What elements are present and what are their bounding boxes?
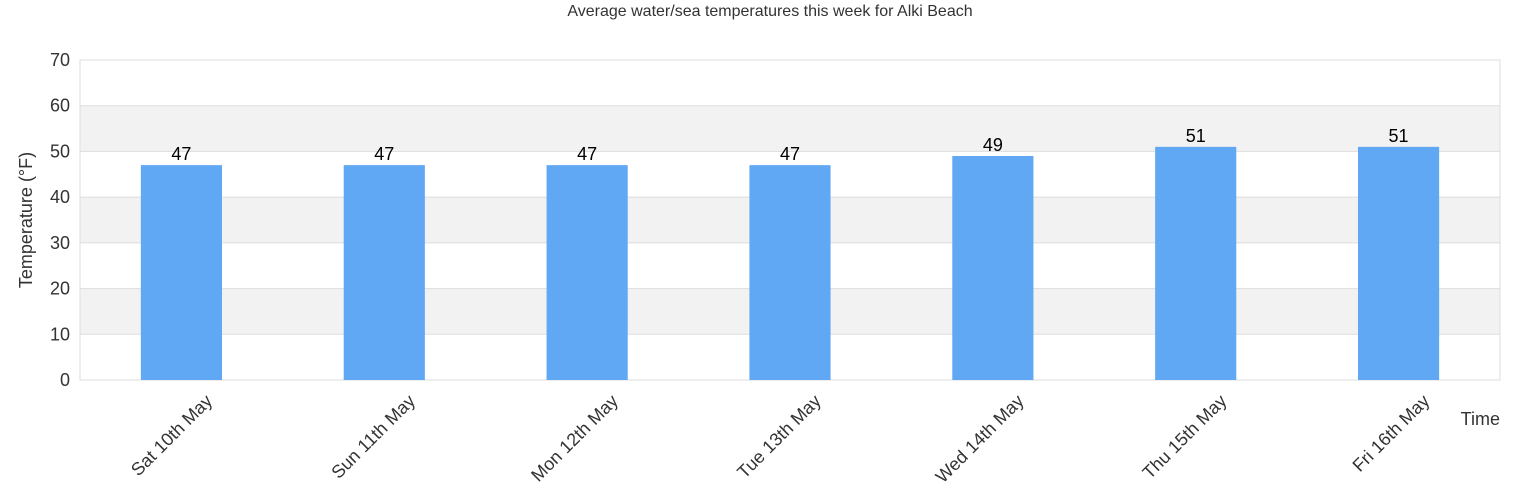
y-tick-label: 70 xyxy=(50,50,70,70)
x-tick-label: Thu 15th May xyxy=(1139,391,1231,483)
data-labels: 47 47 47 47 49 51 51 xyxy=(171,126,1408,164)
data-label: 47 xyxy=(171,144,191,164)
bar xyxy=(749,165,831,380)
bar xyxy=(140,165,222,380)
chart-title: Average water/sea temperatures this week… xyxy=(567,3,972,20)
x-tick-label: Sat 10th May xyxy=(127,391,216,480)
data-label: 51 xyxy=(1389,126,1409,146)
bar xyxy=(343,165,425,380)
bar xyxy=(1155,146,1237,380)
data-label: 47 xyxy=(780,144,800,164)
y-tick-label: 20 xyxy=(50,279,70,299)
data-label: 47 xyxy=(577,144,597,164)
bar xyxy=(952,156,1034,380)
data-label: 51 xyxy=(1186,126,1206,146)
x-tick-label: Wed 14th May xyxy=(932,391,1028,487)
x-tick-label: Sun 11th May xyxy=(327,391,419,483)
x-tick-label: Tue 13th May xyxy=(733,391,824,482)
x-axis-ticks: Sat 10th May Sun 11th May Mon 12th May Tue … xyxy=(127,391,1433,487)
y-tick-label: 30 xyxy=(50,233,70,253)
data-label: 47 xyxy=(374,144,394,164)
y-tick-label: 40 xyxy=(50,187,70,207)
y-axis-ticks: 0 10 20 30 40 50 60 70 xyxy=(50,50,70,390)
y-tick-label: 60 xyxy=(50,96,70,116)
grid-band xyxy=(80,105,1500,152)
x-axis-title: Time xyxy=(1461,409,1500,429)
bar xyxy=(546,165,628,380)
y-tick-label: 50 xyxy=(50,141,70,161)
x-tick-label: Fri 16th May xyxy=(1349,391,1434,476)
x-tick-label: Mon 12th May xyxy=(527,391,622,486)
data-label: 49 xyxy=(983,135,1003,155)
bar xyxy=(1358,146,1440,380)
y-tick-label: 10 xyxy=(50,324,70,344)
y-axis-title: Temperature (°F) xyxy=(16,152,36,288)
y-tick-label: 0 xyxy=(60,370,70,390)
bars xyxy=(140,146,1440,380)
